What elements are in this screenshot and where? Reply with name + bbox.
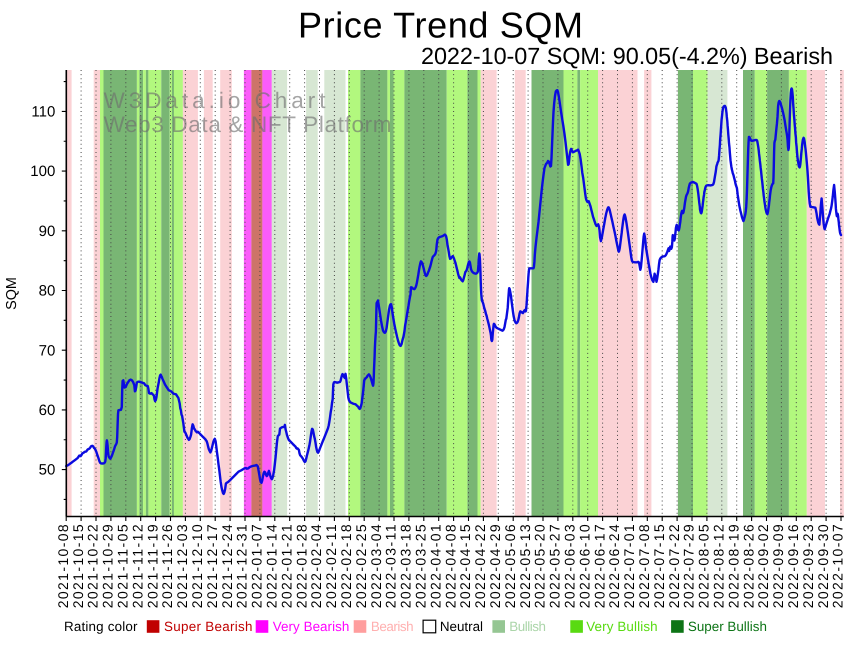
- svg-text:2022-09-02: 2022-09-02: [755, 524, 771, 608]
- svg-text:2022-04-29: 2022-04-29: [487, 524, 503, 608]
- svg-text:110: 110: [31, 104, 55, 121]
- svg-text:Price Trend SQM: Price Trend SQM: [298, 5, 583, 46]
- svg-text:100: 100: [30, 163, 55, 180]
- svg-text:60: 60: [39, 402, 56, 419]
- svg-text:SQM: SQM: [4, 277, 20, 310]
- svg-text:Super Bullish: Super Bullish: [688, 619, 767, 634]
- svg-text:2022-07-29: 2022-07-29: [681, 524, 697, 608]
- svg-text:W3Data.io Chart: W3Data.io Chart: [104, 88, 327, 113]
- svg-text:2022-04-15: 2022-04-15: [457, 524, 473, 608]
- svg-text:2021-10-15: 2021-10-15: [70, 524, 86, 608]
- svg-text:2022-07-08: 2022-07-08: [636, 524, 652, 608]
- svg-text:2022-04-01: 2022-04-01: [427, 524, 443, 608]
- svg-text:Neutral: Neutral: [440, 619, 483, 634]
- svg-text:70: 70: [39, 342, 56, 359]
- svg-text:80: 80: [39, 283, 56, 300]
- svg-text:2021-12-10: 2021-12-10: [189, 524, 205, 608]
- svg-text:2022-07-01: 2022-07-01: [621, 524, 637, 608]
- svg-text:2021-12-17: 2021-12-17: [204, 524, 220, 608]
- svg-text:2021-12-24: 2021-12-24: [219, 524, 235, 608]
- svg-text:2022-01-21: 2022-01-21: [278, 524, 294, 608]
- svg-text:2022-05-20: 2022-05-20: [532, 524, 548, 608]
- svg-text:2022-09-16: 2022-09-16: [785, 524, 801, 608]
- svg-text:Bullish: Bullish: [509, 619, 546, 634]
- svg-text:2022-05-13: 2022-05-13: [517, 524, 533, 608]
- svg-text:2022-08-05: 2022-08-05: [696, 524, 712, 608]
- svg-text:50: 50: [39, 462, 56, 479]
- svg-text:2022-06-24: 2022-06-24: [606, 524, 622, 608]
- svg-text:2022-02-04: 2022-02-04: [308, 524, 324, 608]
- svg-text:2021-12-03: 2021-12-03: [174, 524, 190, 608]
- svg-text:2022-01-07: 2022-01-07: [249, 524, 265, 608]
- svg-text:2022-06-03: 2022-06-03: [562, 524, 578, 608]
- svg-text:2022-09-09: 2022-09-09: [770, 524, 786, 608]
- svg-text:2022-08-19: 2022-08-19: [725, 524, 741, 608]
- svg-text:2022-01-14: 2022-01-14: [264, 524, 280, 608]
- svg-text:2021-10-08: 2021-10-08: [55, 524, 71, 608]
- svg-text:2021-10-29: 2021-10-29: [100, 524, 116, 608]
- svg-text:2022-04-08: 2022-04-08: [442, 524, 458, 608]
- svg-text:Super Bearish: Super Bearish: [164, 619, 253, 634]
- svg-text:Rating color: Rating color: [64, 619, 138, 634]
- svg-text:2022-06-10: 2022-06-10: [576, 524, 592, 608]
- svg-text:2022-01-28: 2022-01-28: [293, 524, 309, 608]
- svg-text:2022-05-06: 2022-05-06: [502, 524, 518, 608]
- svg-text:2022-10-07 SQM: 90.05(-4.2%) B: 2022-10-07 SQM: 90.05(-4.2%) Bearish: [421, 43, 833, 69]
- svg-text:2022-07-22: 2022-07-22: [666, 524, 682, 608]
- svg-text:2022-04-22: 2022-04-22: [472, 524, 488, 608]
- svg-text:Very Bullish: Very Bullish: [586, 619, 657, 634]
- svg-text:90: 90: [39, 223, 56, 240]
- svg-text:Very Bearish: Very Bearish: [273, 619, 350, 634]
- svg-text:2022-10-07: 2022-10-07: [830, 524, 846, 608]
- svg-text:2022-07-15: 2022-07-15: [651, 524, 667, 608]
- svg-text:2022-02-25: 2022-02-25: [353, 524, 369, 608]
- svg-text:2022-09-23: 2022-09-23: [800, 524, 816, 608]
- svg-text:2021-10-22: 2021-10-22: [85, 524, 101, 608]
- svg-text:2022-03-25: 2022-03-25: [413, 524, 429, 608]
- svg-text:2022-08-26: 2022-08-26: [740, 524, 756, 608]
- svg-text:2022-03-04: 2022-03-04: [368, 524, 384, 608]
- svg-text:2022-02-18: 2022-02-18: [338, 524, 354, 608]
- svg-text:2022-03-18: 2022-03-18: [398, 524, 414, 608]
- svg-text:2022-06-17: 2022-06-17: [591, 524, 607, 608]
- svg-text:Bearish: Bearish: [371, 619, 414, 634]
- svg-text:2021-12-31: 2021-12-31: [234, 524, 250, 608]
- svg-text:2022-09-30: 2022-09-30: [815, 524, 831, 608]
- svg-text:2022-05-27: 2022-05-27: [547, 524, 563, 608]
- svg-text:2022-08-12: 2022-08-12: [711, 524, 727, 608]
- svg-text:Web3 Data & NFT Platform: Web3 Data & NFT Platform: [104, 112, 392, 137]
